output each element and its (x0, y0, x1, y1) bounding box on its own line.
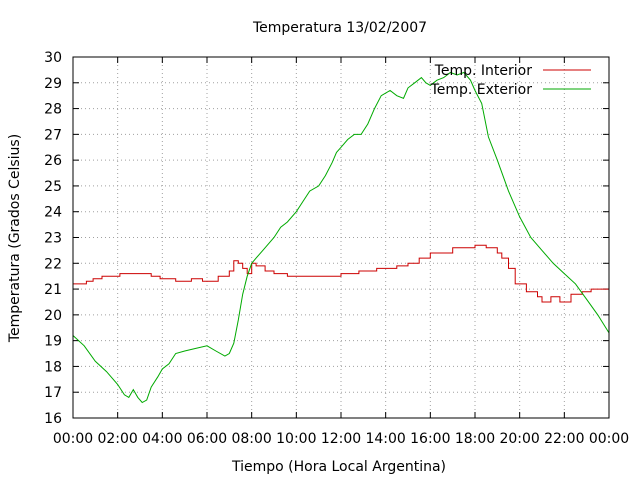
x-tick-label: 16:00 (410, 431, 450, 447)
y-tick-label: 22 (44, 256, 62, 272)
y-axis-label: Temperatura (Grados Celsius) (7, 134, 23, 343)
y-tick-label: 23 (44, 231, 62, 247)
x-tick-label: 00:00 (589, 431, 629, 447)
x-tick-label: 12:00 (321, 431, 361, 447)
chart-title: Temperatura 13/02/2007 (252, 20, 427, 36)
x-axis-label: Tiempo (Hora Local Argentina) (231, 459, 446, 475)
grid (73, 57, 609, 418)
x-tick-label: 20:00 (499, 431, 539, 447)
y-tick-label: 29 (44, 76, 62, 92)
y-tick-label: 16 (44, 411, 62, 427)
plot-frame (72, 56, 610, 419)
x-tick-labels: 00:00 02:00 04:00 06:00 08:00 10:00 12:00 14:00… (53, 431, 629, 447)
y-tick-label: 27 (44, 127, 62, 143)
y-tick-label: 30 (44, 50, 62, 66)
y-tick-label: 19 (44, 334, 62, 350)
y-tick-label: 20 (44, 308, 62, 324)
legend-label-temp-interior: Temp. Interior (434, 63, 533, 79)
y-tick-labels: 16 17 18 19 20 21 22 23 24 25 26 27 28 29 30 (44, 50, 62, 427)
series-lines (72, 71, 610, 404)
x-tick-label: 02:00 (97, 431, 137, 447)
x-tick-label: 22:00 (544, 431, 584, 447)
y-tick-label: 25 (44, 179, 62, 195)
x-tick-label: 00:00 (53, 431, 93, 447)
x-tick-label: 10:00 (276, 431, 316, 447)
y-tick-label: 17 (44, 385, 62, 401)
y-tick-label: 24 (44, 205, 62, 221)
x-tick-label: 06:00 (187, 431, 227, 447)
x-tick-label: 08:00 (231, 431, 271, 447)
x-tick-label: 18:00 (455, 431, 495, 447)
y-tick-label: 28 (44, 102, 62, 118)
y-tick-label: 21 (44, 282, 62, 298)
y-tick-label: 26 (44, 153, 62, 169)
x-tick-label: 14:00 (365, 431, 405, 447)
x-tick-label: 04:00 (142, 431, 182, 447)
series-line-temp-exterior (72, 71, 610, 404)
legend-label-temp-exterior: Temp. Exterior (430, 82, 533, 98)
y-tick-label: 18 (44, 359, 62, 375)
series-line-temp-interior (73, 244, 610, 303)
legend: Temp. Interior Temp. Exterior (430, 63, 591, 98)
